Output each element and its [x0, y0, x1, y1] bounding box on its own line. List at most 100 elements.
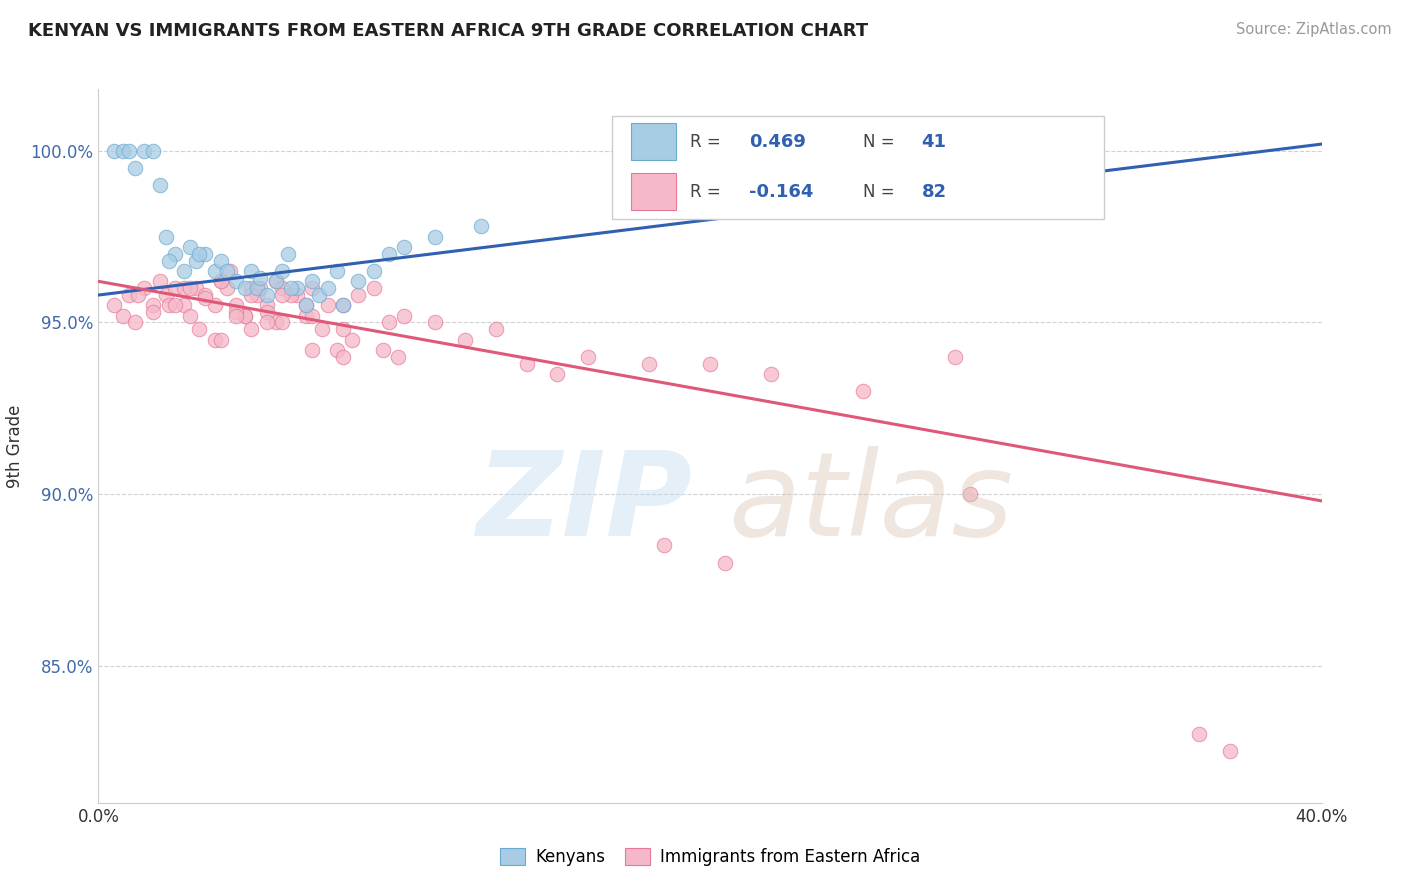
- Point: [332, 298, 354, 312]
- Point: [209, 274, 232, 288]
- Point: [142, 144, 165, 158]
- Point: [163, 281, 186, 295]
- Point: [215, 264, 238, 278]
- Point: [233, 309, 256, 323]
- Text: 82: 82: [921, 183, 946, 201]
- Point: [311, 322, 333, 336]
- Point: [186, 253, 208, 268]
- Point: [485, 322, 508, 336]
- Point: [225, 305, 247, 319]
- Point: [103, 144, 125, 158]
- Point: [209, 333, 232, 347]
- Point: [301, 281, 323, 295]
- Point: [124, 316, 146, 330]
- Point: [270, 316, 294, 330]
- Point: [179, 281, 201, 295]
- Text: Source: ZipAtlas.com: Source: ZipAtlas.com: [1236, 22, 1392, 37]
- Point: [378, 247, 401, 261]
- Bar: [631, 173, 675, 211]
- Point: [270, 281, 294, 295]
- Point: [516, 357, 538, 371]
- Point: [378, 316, 401, 330]
- Point: [576, 350, 599, 364]
- Point: [308, 288, 330, 302]
- Point: [179, 309, 201, 323]
- Point: [332, 322, 354, 336]
- Text: -0.164: -0.164: [749, 183, 814, 201]
- Point: [219, 264, 242, 278]
- Point: [186, 281, 208, 295]
- Point: [285, 281, 308, 295]
- Text: R =: R =: [690, 183, 727, 201]
- Point: [264, 274, 287, 288]
- Point: [111, 144, 134, 158]
- Point: [332, 350, 354, 364]
- Point: [714, 556, 737, 570]
- Point: [204, 264, 226, 278]
- Point: [295, 298, 318, 312]
- Point: [270, 288, 294, 302]
- Point: [173, 281, 195, 295]
- Y-axis label: 9th Grade: 9th Grade: [6, 404, 24, 488]
- Point: [454, 333, 477, 347]
- Point: [387, 350, 409, 364]
- Point: [118, 144, 141, 158]
- Point: [209, 274, 232, 288]
- Point: [249, 281, 271, 295]
- Point: [111, 309, 134, 323]
- Point: [233, 309, 256, 323]
- Point: [316, 298, 339, 312]
- Point: [233, 281, 256, 295]
- Point: [163, 298, 186, 312]
- Point: [301, 309, 323, 323]
- Point: [155, 288, 177, 302]
- Point: [155, 229, 177, 244]
- Text: R =: R =: [690, 133, 727, 151]
- Point: [423, 316, 446, 330]
- Point: [256, 288, 278, 302]
- Point: [249, 271, 271, 285]
- Point: [295, 298, 318, 312]
- Point: [256, 298, 278, 312]
- Point: [277, 247, 299, 261]
- Point: [204, 298, 226, 312]
- Point: [280, 288, 302, 302]
- Point: [179, 240, 201, 254]
- Point: [761, 367, 783, 381]
- Point: [1188, 727, 1211, 741]
- Point: [225, 274, 247, 288]
- Point: [103, 298, 125, 312]
- Text: atlas: atlas: [728, 446, 1014, 560]
- Point: [392, 240, 416, 254]
- Point: [392, 309, 416, 323]
- Point: [943, 350, 966, 364]
- Text: KENYAN VS IMMIGRANTS FROM EASTERN AFRICA 9TH GRADE CORRELATION CHART: KENYAN VS IMMIGRANTS FROM EASTERN AFRICA…: [28, 22, 869, 40]
- Point: [264, 316, 287, 330]
- Point: [1219, 744, 1241, 758]
- Text: N =: N =: [862, 183, 900, 201]
- Point: [256, 316, 278, 330]
- Point: [852, 384, 875, 398]
- Text: ZIP: ZIP: [475, 446, 692, 560]
- Point: [209, 253, 232, 268]
- Point: [124, 161, 146, 175]
- Point: [423, 229, 446, 244]
- Point: [246, 281, 269, 295]
- Point: [301, 343, 323, 357]
- Point: [699, 357, 721, 371]
- Point: [142, 298, 165, 312]
- Point: [332, 298, 354, 312]
- Point: [347, 288, 370, 302]
- Point: [270, 264, 294, 278]
- Point: [204, 333, 226, 347]
- Text: 0.469: 0.469: [749, 133, 806, 151]
- Point: [363, 281, 385, 295]
- Point: [142, 305, 165, 319]
- Point: [127, 288, 149, 302]
- Point: [188, 247, 211, 261]
- Point: [637, 357, 661, 371]
- Point: [280, 281, 302, 295]
- Point: [157, 253, 180, 268]
- Bar: [631, 123, 675, 160]
- Point: [173, 298, 195, 312]
